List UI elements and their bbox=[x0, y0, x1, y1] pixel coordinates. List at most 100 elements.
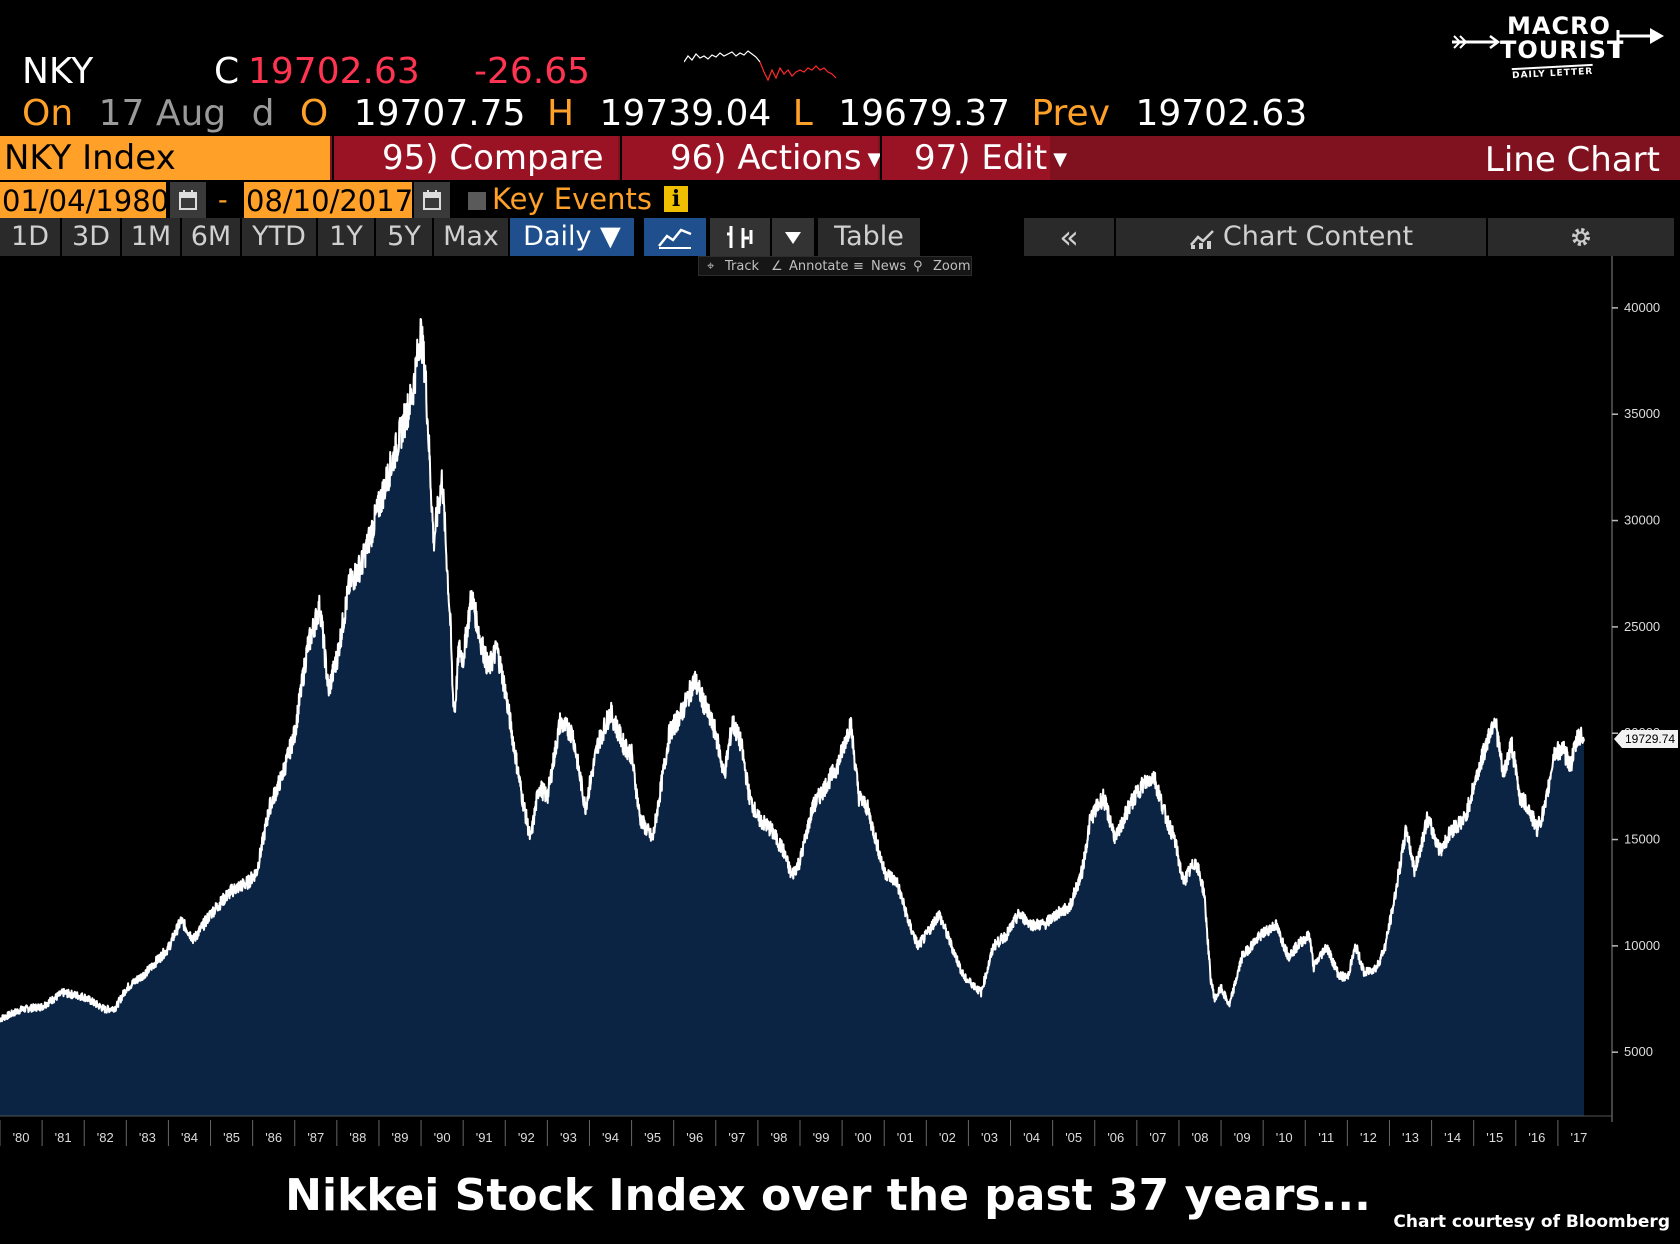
y-tick-label: 15000 bbox=[1624, 832, 1660, 847]
triangle-down-icon[interactable] bbox=[772, 218, 816, 256]
x-tick-label: '02 bbox=[939, 1130, 956, 1145]
y-tick-label: 40000 bbox=[1624, 300, 1660, 315]
x-tick-label: '96 bbox=[686, 1130, 703, 1145]
bars-icon[interactable] bbox=[710, 218, 772, 256]
close-label: C bbox=[214, 51, 240, 92]
ticker-symbol: NKY bbox=[22, 51, 94, 92]
period-max-button[interactable]: Max bbox=[434, 218, 510, 256]
x-tick-label: '87 bbox=[307, 1130, 324, 1145]
quote-date: 17 Aug bbox=[98, 93, 227, 134]
x-tick-label: '80 bbox=[13, 1130, 30, 1145]
open-value: 19707.75 bbox=[353, 93, 526, 134]
x-tick-label: '85 bbox=[223, 1130, 240, 1145]
y-tick-label: 5000 bbox=[1624, 1044, 1653, 1059]
compare-button[interactable]: 95) Compare bbox=[332, 136, 618, 180]
crosshair-icon: ⌖ bbox=[707, 259, 715, 274]
x-tick-label: '13 bbox=[1402, 1130, 1419, 1145]
open-label: O bbox=[299, 93, 329, 134]
arrow-icon bbox=[1452, 28, 1664, 58]
period-ytd-button[interactable]: YTD bbox=[242, 218, 318, 256]
chart-content-label: Chart Content bbox=[1222, 221, 1414, 252]
x-tick-label: '08 bbox=[1192, 1130, 1209, 1145]
period-6m-button[interactable]: 6M bbox=[182, 218, 242, 256]
x-tick-label: '11 bbox=[1318, 1130, 1334, 1145]
last-value-tag bbox=[1614, 729, 1678, 748]
annotate-button[interactable]: Annotate bbox=[789, 259, 849, 274]
x-tick-label: '05 bbox=[1065, 1130, 1082, 1145]
x-tick-label: '94 bbox=[602, 1130, 619, 1145]
frequency-dropdown[interactable]: Daily ▼ bbox=[510, 218, 636, 256]
end-date-field[interactable]: 08/10/2017 bbox=[244, 182, 414, 218]
series-line[interactable] bbox=[0, 318, 1585, 1023]
key-events-checkbox[interactable] bbox=[468, 192, 486, 210]
period-1m-button[interactable]: 1M bbox=[122, 218, 182, 256]
news-icon: ≡ bbox=[853, 259, 864, 274]
zoom-icon: ⚲ bbox=[913, 259, 923, 274]
key-events-label: Key Events bbox=[492, 182, 652, 216]
pencil-icon: ∠ bbox=[771, 259, 783, 274]
x-tick-label: '00 bbox=[855, 1130, 872, 1145]
x-tick-label: '06 bbox=[1107, 1130, 1124, 1145]
on-label: On bbox=[22, 93, 74, 134]
x-tick-label: '95 bbox=[644, 1130, 661, 1145]
actions-button[interactable]: 96) Actions ▼ bbox=[620, 136, 881, 180]
date-range-bar: 01/04/1980 - 08/10/2017 Key Events i bbox=[0, 180, 1680, 218]
edit-button[interactable]: 97) Edit ▼ bbox=[880, 136, 1067, 180]
quote-header: NKY C 19702.63 -26.65 On 17 Aug d O 1970… bbox=[0, 0, 1680, 136]
nikkei-area-chart[interactable]: 5000100001500020000250003000035000400001… bbox=[0, 256, 1680, 1156]
period-5y-button[interactable]: 5Y bbox=[376, 218, 434, 256]
chart-caption: Nikkei Stock Index over the past 37 year… bbox=[285, 1170, 1371, 1221]
track-button[interactable]: Track bbox=[725, 259, 760, 274]
chart-area[interactable]: 5000100001500020000250003000035000400001… bbox=[0, 256, 1680, 1156]
start-date-field[interactable]: 01/04/1980 bbox=[0, 182, 170, 218]
period-1d-button[interactable]: 1D bbox=[0, 218, 62, 256]
close-value: 19702.63 bbox=[248, 51, 420, 92]
x-tick-label: '89 bbox=[392, 1130, 409, 1145]
x-tick-label: '17 bbox=[1570, 1130, 1587, 1145]
x-tick-label: '83 bbox=[139, 1130, 156, 1145]
x-tick-label: '92 bbox=[518, 1130, 535, 1145]
x-tick-label: '07 bbox=[1149, 1130, 1166, 1145]
x-tick-label: '93 bbox=[560, 1130, 577, 1145]
line-chart-icon[interactable] bbox=[644, 218, 708, 256]
x-tick-label: '10 bbox=[1276, 1130, 1293, 1145]
calendar-icon[interactable] bbox=[170, 182, 206, 218]
low-value: 19679.37 bbox=[838, 93, 1011, 134]
x-tick-label: '03 bbox=[981, 1130, 998, 1145]
security-field[interactable]: NKY Index bbox=[0, 136, 330, 180]
x-tick-label: '04 bbox=[1023, 1130, 1040, 1145]
macro-tourist-logo: MACRO TOURIST DAILY LETTER bbox=[1452, 12, 1672, 86]
table-button[interactable]: Table bbox=[818, 218, 922, 256]
calendar-icon[interactable] bbox=[414, 182, 450, 218]
prev-label: Prev bbox=[1031, 93, 1111, 134]
gear-icon bbox=[1572, 228, 1590, 246]
command-bar: NKY Index 95) Compare 96) Actions ▼ 97) E… bbox=[0, 136, 1680, 180]
chart-content-button[interactable]: Chart Content bbox=[1116, 218, 1488, 256]
toolbar-spacer bbox=[922, 218, 1022, 256]
edit-label: 97) Edit bbox=[914, 138, 1048, 178]
x-tick-label: '81 bbox=[55, 1130, 72, 1145]
y-tick-label: 30000 bbox=[1624, 513, 1660, 528]
caret-down-icon: ▼ bbox=[1053, 148, 1068, 170]
period-1y-button[interactable]: 1Y bbox=[318, 218, 376, 256]
zoom-button[interactable]: Zoom bbox=[933, 259, 971, 274]
date-separator: - bbox=[218, 184, 228, 216]
compare-label: 95) Compare bbox=[382, 138, 604, 178]
x-tick-label: '82 bbox=[97, 1130, 114, 1145]
chart-type-label: Line Chart bbox=[1484, 140, 1660, 180]
x-tick-label: '84 bbox=[181, 1130, 198, 1145]
x-tick-label: '88 bbox=[349, 1130, 366, 1145]
period-3d-button[interactable]: 3D bbox=[62, 218, 122, 256]
prev-value: 19702.63 bbox=[1135, 93, 1308, 134]
info-icon[interactable]: i bbox=[664, 186, 688, 212]
settings-button[interactable] bbox=[1488, 218, 1676, 256]
news-button[interactable]: News bbox=[871, 259, 907, 274]
chart-content-icon bbox=[1189, 229, 1214, 249]
collapse-button[interactable]: « bbox=[1024, 218, 1116, 256]
x-tick-label: '01 bbox=[897, 1130, 914, 1145]
caret-down-icon: ▼ bbox=[867, 148, 882, 170]
x-tick-label: '98 bbox=[770, 1130, 787, 1145]
high-value: 19739.04 bbox=[599, 93, 772, 134]
price-change: -26.65 bbox=[474, 51, 591, 92]
series-area bbox=[0, 319, 1584, 1116]
